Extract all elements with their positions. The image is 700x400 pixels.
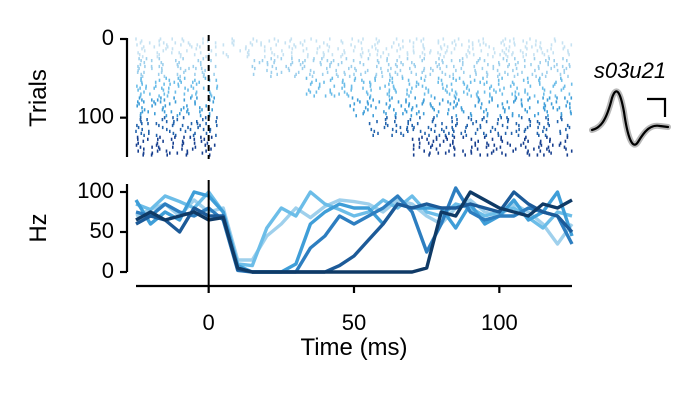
psth-x-label: Time (ms) — [300, 334, 407, 361]
psth-y-tick-label: 100 — [77, 178, 114, 203]
psth-y-tick-label: 0 — [102, 258, 114, 283]
raster-trial-group — [136, 76, 573, 98]
psth-panel: 0 50 100 0 50 100 Hz Time (ms) — [25, 178, 574, 361]
raster-trial-group — [135, 37, 573, 59]
psth-y-label: Hz — [25, 213, 52, 242]
psth-x-ticks: 0 50 100 — [203, 286, 518, 335]
psth-x-tick-label: 0 — [203, 310, 215, 335]
psth-lines — [134, 186, 574, 274]
raster-trial-group — [135, 116, 571, 137]
raster-y-ticks: 0 100 — [77, 25, 127, 128]
psth-y-tick-label: 50 — [90, 218, 114, 243]
waveform-trace — [590, 90, 670, 146]
psth-x-tick-label: 100 — [481, 310, 518, 335]
raster-trial-group — [136, 57, 571, 78]
raster-spikes — [135, 37, 573, 157]
raster-trial-group — [136, 96, 573, 118]
raster-y-label: Trials — [25, 69, 52, 127]
psth-y-ticks: 0 50 100 — [77, 178, 127, 283]
raster-y-tick-label: 0 — [102, 25, 114, 50]
raster-trial-group — [135, 135, 573, 157]
raster-y-tick-label: 100 — [77, 103, 114, 128]
waveform-scalebar — [647, 97, 667, 117]
unit-label: s03u21 — [594, 58, 666, 83]
waveform-inset: s03u21 — [589, 58, 671, 148]
raster-panel: 0 100 Trials — [25, 25, 573, 159]
psth-x-tick-label: 50 — [342, 310, 366, 335]
